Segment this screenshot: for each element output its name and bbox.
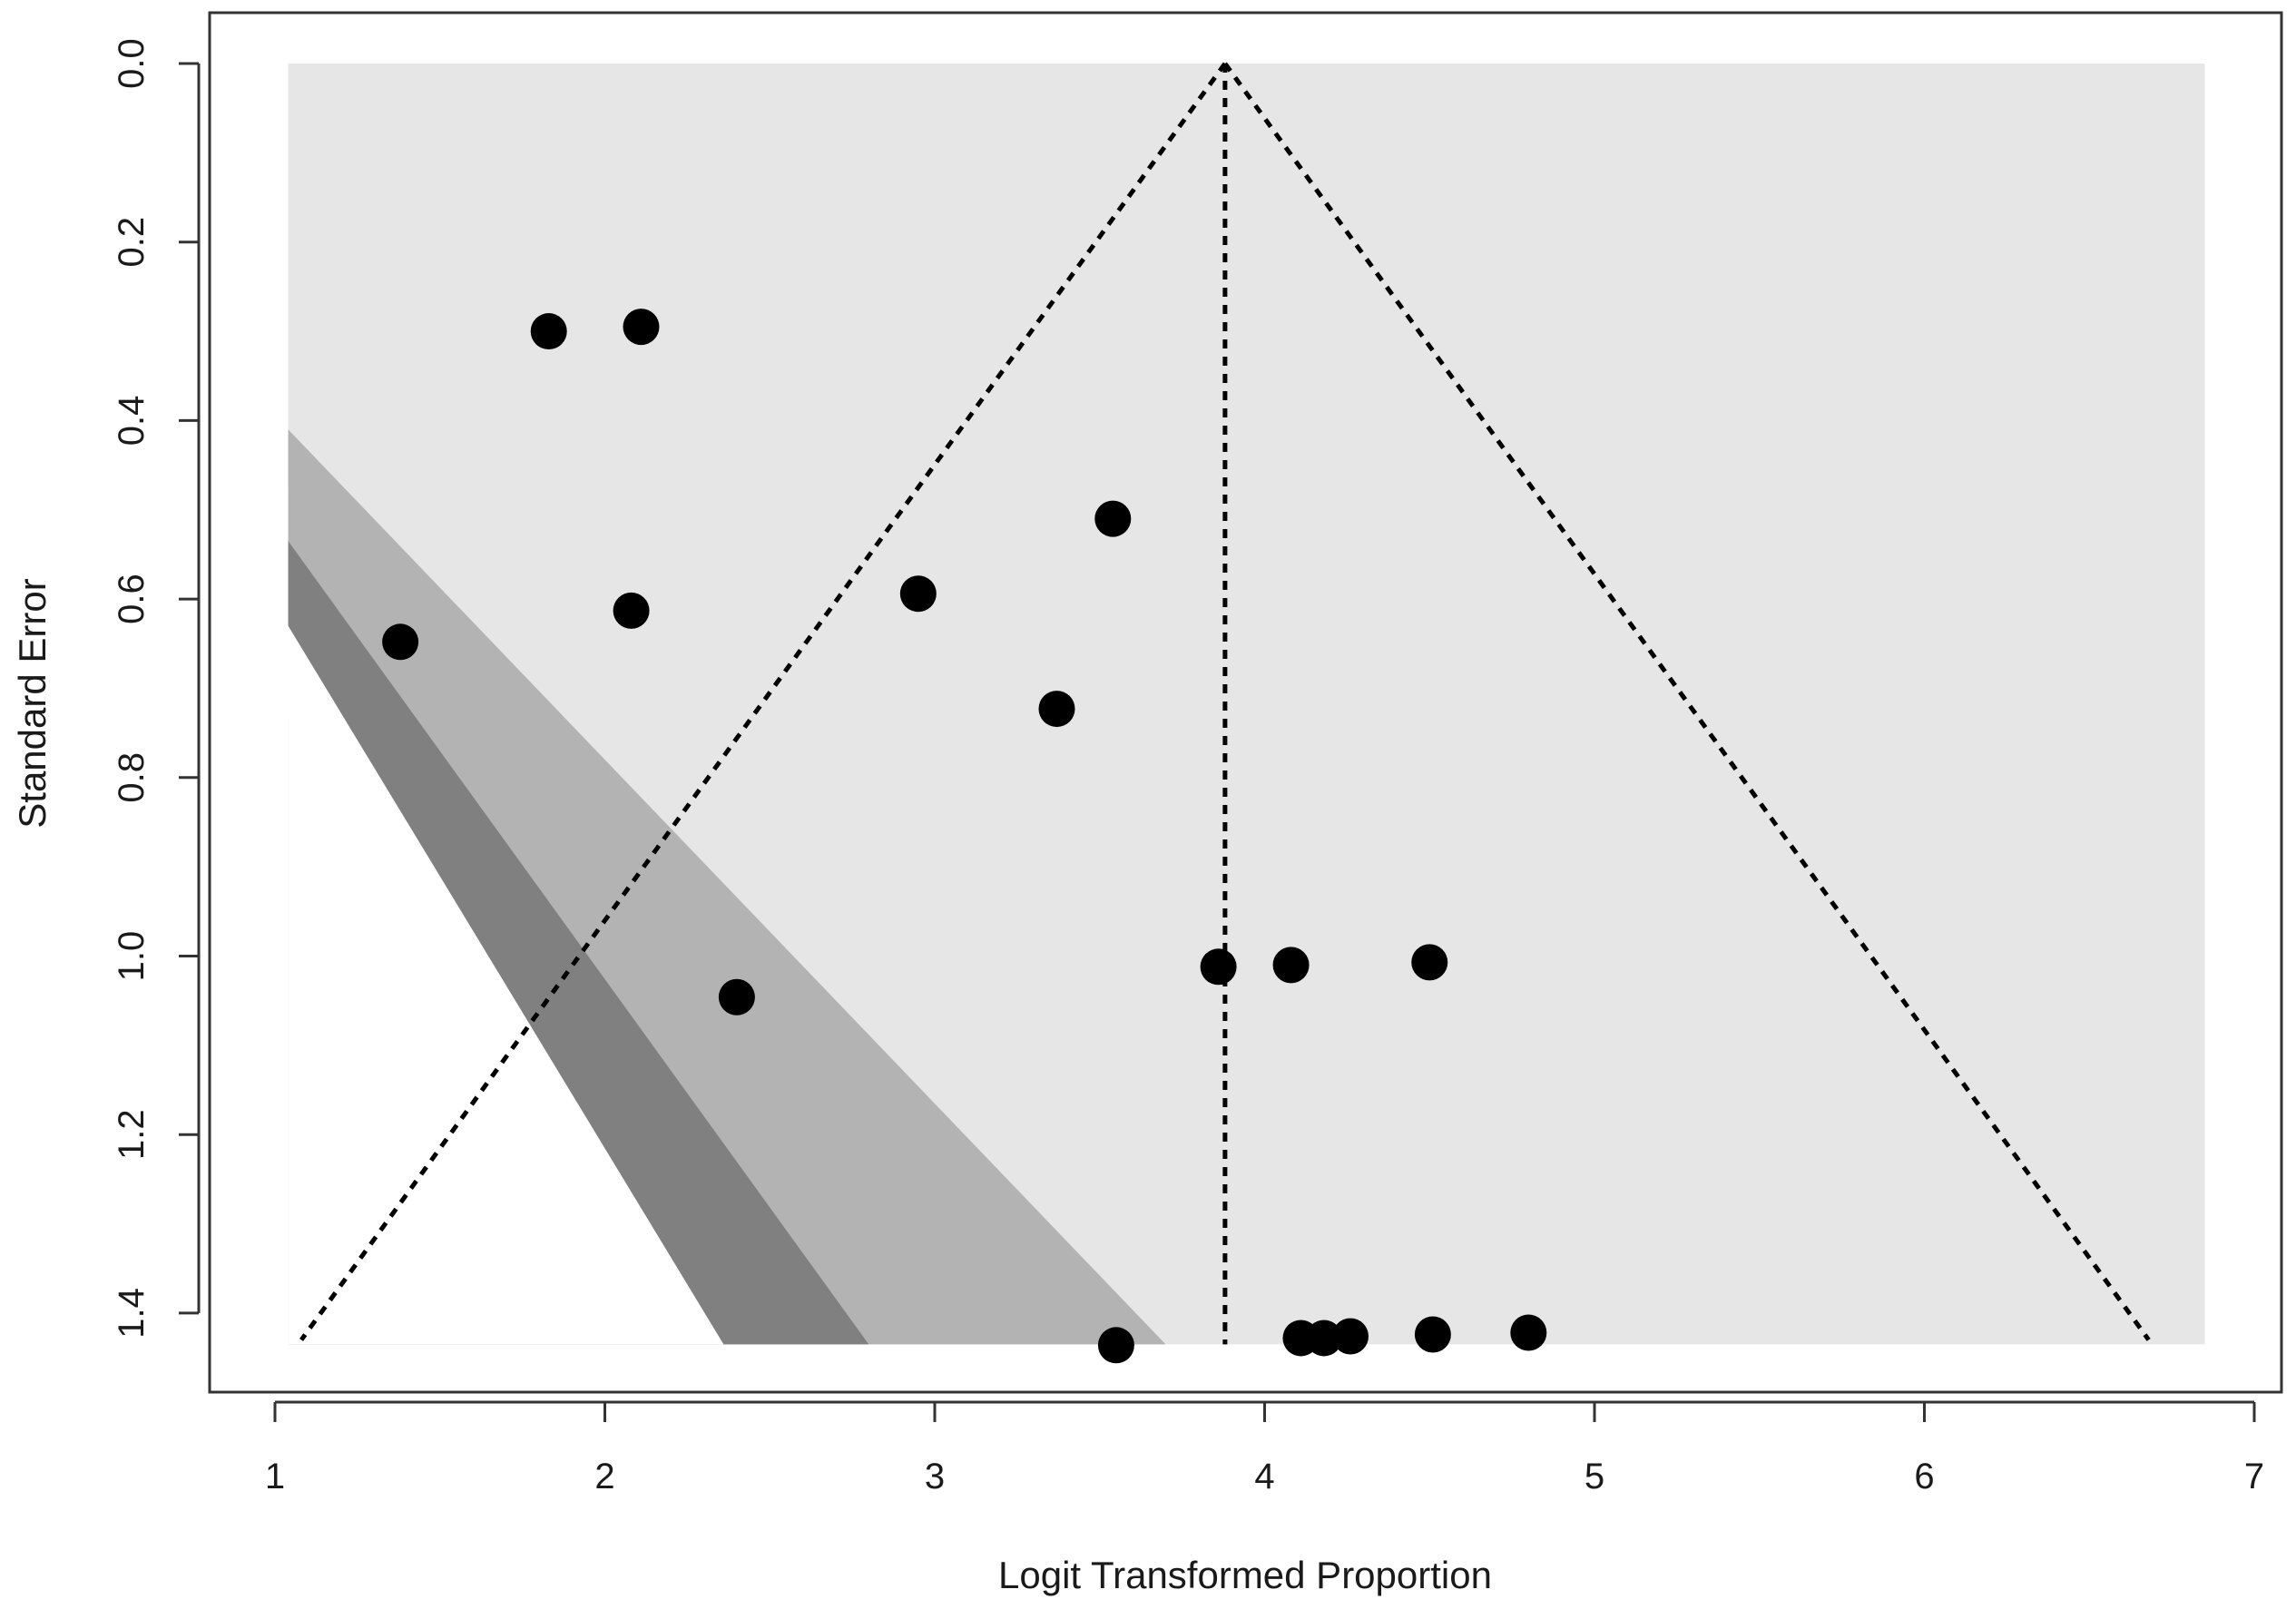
y-tick-label: 1.2	[112, 1109, 152, 1160]
y-tick-label: 0.6	[112, 574, 152, 624]
contour-region-dark	[288, 625, 724, 1345]
data-point	[1038, 691, 1075, 728]
y-axis: 0.0 0.2 0.4 0.6 0.8 1.0 1.2 1.4	[112, 38, 201, 1339]
contour-regions	[288, 64, 2205, 1345]
study-points	[382, 309, 1547, 1364]
data-point	[382, 623, 419, 661]
x-tick-label: 7	[2244, 1457, 2264, 1496]
plot-frame	[208, 11, 2283, 1394]
data-point	[530, 313, 567, 350]
data-point	[623, 309, 660, 346]
data-point	[1094, 500, 1132, 537]
data-point	[1200, 948, 1237, 986]
data-point	[1097, 1327, 1134, 1364]
y-tick-label: 0.4	[112, 396, 152, 446]
funnel-limit-right	[1222, 62, 2151, 1341]
reference-lines	[299, 62, 2151, 1345]
data-point	[1272, 947, 1310, 984]
y-tick-label: 0.2	[112, 217, 152, 268]
x-axis: 1 2 3 4 5 6 7	[265, 1400, 2264, 1496]
y-tick-label: 1.0	[112, 931, 152, 982]
data-point	[899, 575, 937, 613]
y-tick-label: 1.4	[112, 1288, 152, 1339]
x-tick-label: 2	[594, 1457, 614, 1496]
x-tick-label: 1	[265, 1457, 285, 1496]
funnel-limit-left	[299, 62, 1227, 1341]
y-tick-label: 0.0	[112, 38, 152, 89]
data-point	[613, 592, 650, 629]
x-tick-label: 4	[1254, 1457, 1274, 1496]
x-tick-label: 6	[1914, 1457, 1934, 1496]
data-point	[718, 978, 755, 1016]
data-point	[1305, 1320, 1342, 1357]
data-point	[1411, 944, 1448, 981]
x-tick-label: 5	[1585, 1457, 1604, 1496]
y-tick-label: 0.8	[112, 752, 152, 803]
x-tick-label: 3	[925, 1457, 945, 1496]
data-point	[1414, 1316, 1451, 1353]
data-point	[1332, 1318, 1369, 1355]
y-axis-title: Standard Error	[11, 578, 54, 828]
data-point	[1510, 1314, 1547, 1351]
x-axis-title: Logit Transformed Proportion	[998, 1554, 1492, 1596]
